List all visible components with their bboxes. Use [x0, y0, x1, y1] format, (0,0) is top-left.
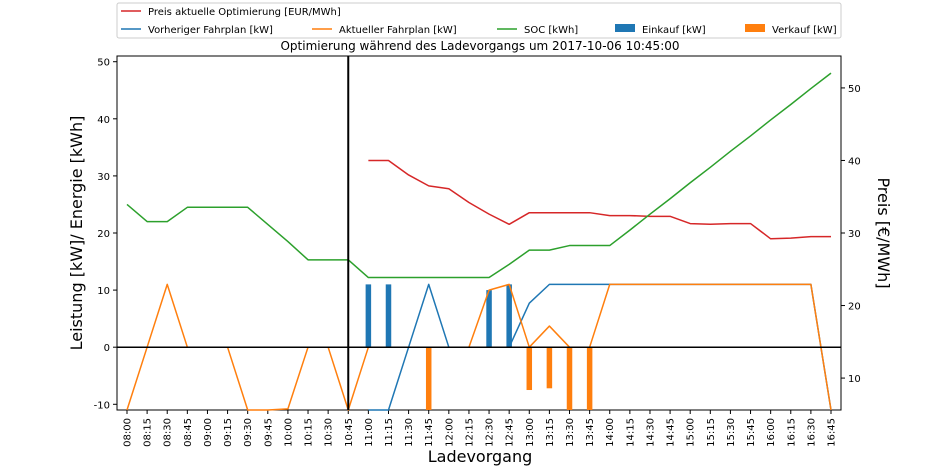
x-tick-label: 11:30 [404, 418, 415, 447]
x-tick-label: 16:45 [827, 418, 838, 447]
y-tick-label: 10 [97, 286, 110, 297]
y2-tick-label: 30 [848, 229, 861, 240]
legend-label: Aktueller Fahrplan [kW] [339, 25, 457, 36]
series-line [368, 159, 831, 240]
series-line [126, 283, 832, 411]
bar-verkauf [566, 347, 573, 410]
y-tick-label: 0 [104, 343, 110, 354]
legend-swatch [745, 24, 765, 32]
y-tick-label: 50 [97, 58, 110, 69]
x-tick-label: 15:45 [746, 418, 757, 447]
x-tick-label: 08:45 [183, 418, 194, 447]
x-tick-label: 14:15 [625, 418, 636, 447]
x-tick-label: 11:15 [384, 418, 395, 447]
legend-label: Vorheriger Fahrplan [kW] [148, 25, 273, 36]
y-tick-label: -10 [94, 400, 110, 411]
x-tick-label: 15:15 [706, 418, 717, 447]
legend-label: SOC [kWh] [524, 25, 578, 36]
y-tick-label: 20 [97, 229, 110, 240]
x-tick-label: 09:30 [243, 418, 254, 447]
x-tick-label: 13:15 [545, 418, 556, 447]
x-tick-label: 11:45 [424, 418, 435, 447]
x-tick-label: 12:30 [485, 418, 496, 447]
x-tick-label: 09:00 [203, 418, 214, 447]
x-tick-label: 09:15 [223, 418, 234, 447]
x-tick-label: 13:45 [585, 418, 596, 447]
x-tick-label: 12:00 [444, 418, 455, 447]
x-tick-label: 10:15 [304, 418, 315, 447]
bar-einkauf [365, 284, 372, 348]
bar-verkauf [526, 347, 533, 391]
legend-label: Verkauf [kW] [772, 25, 837, 36]
bar-einkauf [486, 290, 492, 348]
bar-verkauf [546, 347, 553, 389]
x-tick-label: 09:45 [263, 418, 274, 447]
legend-label: Preis aktuelle Optimierung [EUR/MWh] [148, 7, 341, 18]
y-tick-label: 30 [97, 172, 110, 183]
y2-tick-label: 20 [848, 302, 861, 313]
bar-verkauf [425, 347, 432, 410]
plot-frame [116, 55, 842, 411]
x-tick-label: 10:00 [283, 418, 294, 447]
x-tick-label: 16:00 [766, 418, 777, 447]
x-tick-label: 08:00 [123, 418, 134, 447]
legend: Preis aktuelle Optimierung [EUR/MWh] Vorh… [116, 2, 842, 39]
x-tick-label: 12:15 [464, 418, 475, 447]
y2-axis-label: Preis [€/MWh] [874, 177, 893, 288]
x-tick-label: 13:30 [565, 418, 576, 447]
x-tick-label: 14:30 [645, 418, 656, 447]
x-tick-label: 15:30 [726, 418, 737, 447]
x-tick-label: 14:00 [605, 418, 616, 447]
x-tick-label: 08:15 [143, 418, 154, 447]
x-tick-label: 16:15 [786, 418, 797, 447]
bar-einkauf [506, 284, 512, 348]
bar-verkauf [586, 347, 593, 410]
x-tick-label: 10:30 [324, 418, 335, 447]
bar-einkauf [385, 284, 392, 348]
x-axis-label: Ladevorgang [428, 447, 533, 466]
x-tick-label: 10:45 [344, 418, 355, 447]
y2-tick-label: 40 [848, 156, 861, 167]
legend-swatch [615, 24, 635, 32]
y-tick-label: 40 [97, 115, 110, 126]
x-tick-label: 14:45 [666, 418, 677, 447]
legend-frame [116, 2, 842, 39]
x-tick-label: 08:30 [163, 418, 174, 447]
series-line [126, 72, 832, 279]
x-tick-label: 16:30 [806, 418, 817, 447]
x-tick-label: 13:00 [525, 418, 536, 447]
x-tick-label: 15:00 [686, 418, 697, 447]
y2-tick-label: 10 [848, 374, 861, 385]
y2-tick-label: 50 [848, 84, 861, 95]
chart-title: Optimierung während des Ladevorgangs um … [280, 39, 679, 53]
legend-label: Einkauf [kW] [642, 25, 706, 36]
x-tick-label: 11:00 [364, 418, 375, 447]
y-axis-label: Leistung [kW]/ Energie [kWh] [67, 116, 86, 351]
x-tick-label: 12:45 [505, 418, 516, 447]
